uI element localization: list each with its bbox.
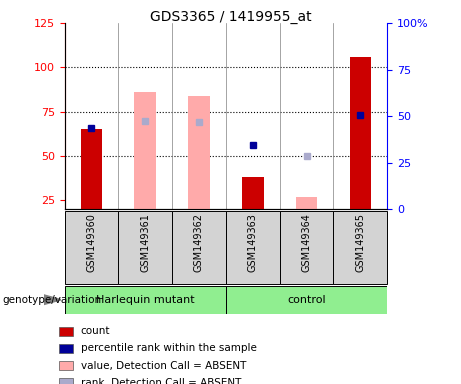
Text: GSM149363: GSM149363 <box>248 214 258 272</box>
Bar <box>59 379 73 384</box>
Bar <box>135 92 156 209</box>
Text: GSM149361: GSM149361 <box>140 214 150 272</box>
Bar <box>59 344 73 353</box>
Bar <box>59 361 73 370</box>
Text: GSM149362: GSM149362 <box>194 214 204 272</box>
Bar <box>226 211 280 284</box>
Bar <box>59 327 73 336</box>
Text: GSM149365: GSM149365 <box>355 214 366 272</box>
Bar <box>242 177 264 209</box>
Text: Harlequin mutant: Harlequin mutant <box>96 295 195 305</box>
Bar <box>349 57 371 209</box>
Bar <box>188 96 210 209</box>
Text: GDS3365 / 1419955_at: GDS3365 / 1419955_at <box>150 10 311 23</box>
Bar <box>118 211 172 284</box>
Bar <box>333 211 387 284</box>
Bar <box>226 286 387 313</box>
Text: GSM149360: GSM149360 <box>86 214 96 272</box>
Text: rank, Detection Call = ABSENT: rank, Detection Call = ABSENT <box>81 378 241 384</box>
Text: GSM149364: GSM149364 <box>301 214 312 272</box>
Text: percentile rank within the sample: percentile rank within the sample <box>81 343 257 353</box>
Polygon shape <box>44 295 61 305</box>
Text: genotype/variation: genotype/variation <box>2 295 101 305</box>
Bar <box>81 129 102 209</box>
Bar <box>280 211 333 284</box>
Bar <box>172 211 226 284</box>
Bar <box>65 286 226 313</box>
Text: control: control <box>287 295 326 305</box>
Bar <box>65 211 118 284</box>
Bar <box>296 197 317 209</box>
Text: count: count <box>81 326 110 336</box>
Text: value, Detection Call = ABSENT: value, Detection Call = ABSENT <box>81 361 246 371</box>
